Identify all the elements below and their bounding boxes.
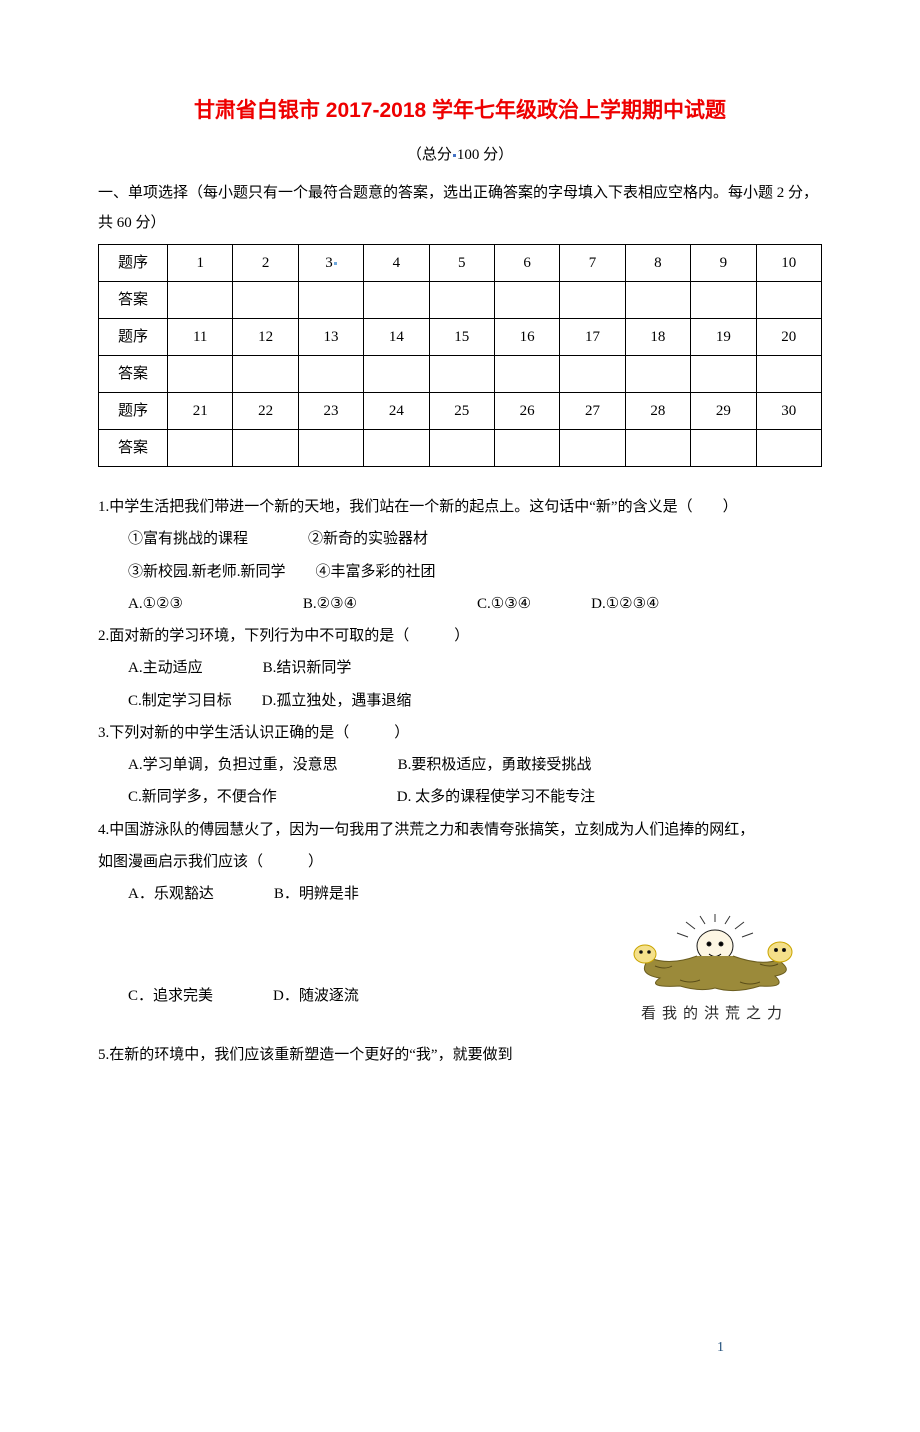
q1-options: A.①②③ B.②③④ C.①③④ D.①②③④: [98, 588, 822, 620]
qnum-cell: 9: [691, 245, 756, 282]
answer-cell[interactable]: [625, 430, 690, 467]
q1-sub2: ③新校园.新老师.新同学 ④丰富多彩的社团: [98, 556, 822, 588]
answer-cell[interactable]: [233, 430, 298, 467]
answer-table: 题序 1 2 3 4 5 6 7 8 9 10 答案 题序 11 12 13 1…: [98, 244, 822, 467]
q5-stem: 5.在新的环境中，我们应该重新塑造一个更好的“我”，就要做到: [98, 1039, 822, 1071]
q2-line2: C.制定学习目标 D.孤立独处，遇事退缩: [98, 685, 822, 717]
answer-cell[interactable]: [560, 282, 625, 319]
answer-cell[interactable]: [168, 282, 233, 319]
qnum-cell: 7: [560, 245, 625, 282]
answer-cell[interactable]: [429, 282, 494, 319]
qnum-cell: 11: [168, 319, 233, 356]
q3-line1: A.学习单调，负担过重，没意思 B.要积极适应，勇敢接受挑战: [98, 749, 822, 781]
cartoon-caption: 看我的洪荒之力: [607, 998, 822, 1030]
qnum-cell: 29: [691, 393, 756, 430]
qnum-cell: 14: [364, 319, 429, 356]
answer-cell[interactable]: [756, 356, 821, 393]
question-4: 4.中国游泳队的傅园慧火了，因为一句我用了洪荒之力和表情夸张搞笑，立刻成为人们追…: [98, 814, 822, 1039]
answer-cell[interactable]: [756, 430, 821, 467]
row-label-a: 答案: [99, 430, 168, 467]
q2-line1: A.主动适应 B.结识新同学: [98, 652, 822, 684]
answer-cell[interactable]: [560, 356, 625, 393]
answer-cell[interactable]: [298, 430, 363, 467]
answer-cell[interactable]: [560, 430, 625, 467]
answer-cell[interactable]: [364, 356, 429, 393]
q4-stem1: 4.中国游泳队的傅园慧火了，因为一句我用了洪荒之力和表情夸张搞笑，立刻成为人们追…: [98, 814, 822, 846]
answer-cell[interactable]: [429, 356, 494, 393]
score-value: 100 分）: [457, 147, 513, 163]
question-1: 1.中学生活把我们带进一个新的天地，我们站在一个新的起点上。这句话中“新”的含义…: [98, 491, 822, 620]
answer-cell[interactable]: [298, 282, 363, 319]
qnum-cell: 1: [168, 245, 233, 282]
q1-stem: 1.中学生活把我们带进一个新的天地，我们站在一个新的起点上。这句话中“新”的含义…: [98, 491, 822, 523]
answer-cell[interactable]: [494, 282, 559, 319]
answer-cell[interactable]: [298, 356, 363, 393]
row-label-a: 答案: [99, 356, 168, 393]
cartoon-icon: [610, 914, 820, 994]
q1-sub1: ①富有挑战的课程 ②新奇的实验器材: [98, 523, 822, 555]
answer-cell[interactable]: [494, 430, 559, 467]
answer-cell[interactable]: [233, 282, 298, 319]
row-label-a: 答案: [99, 282, 168, 319]
dot-icon: [334, 262, 337, 265]
q4-stem2: 如图漫画启示我们应该（ ）: [98, 846, 822, 878]
qnum-cell: 5: [429, 245, 494, 282]
row-label-q: 题序: [99, 245, 168, 282]
qnum-cell: 24: [364, 393, 429, 430]
qnum-cell: 23: [298, 393, 363, 430]
answer-cell[interactable]: [756, 282, 821, 319]
qnum-cell: 20: [756, 319, 821, 356]
qnum-cell: 27: [560, 393, 625, 430]
qnum-cell: 16: [494, 319, 559, 356]
score-prefix: （总分: [407, 147, 452, 163]
question-5: 5.在新的环境中，我们应该重新塑造一个更好的“我”，就要做到: [98, 1039, 822, 1071]
qnum-cell: 18: [625, 319, 690, 356]
q4-line1: A．乐观豁达 B．明辨是非: [98, 878, 822, 910]
section-instruction: 一、单项选择（每小题只有一个最符合题意的答案，选出正确答案的字母填入下表相应空格…: [98, 178, 822, 238]
answer-cell[interactable]: [168, 430, 233, 467]
answer-cell[interactable]: [429, 430, 494, 467]
qnum-cell: 26: [494, 393, 559, 430]
qnum-cell: 25: [429, 393, 494, 430]
row-label-q: 题序: [99, 393, 168, 430]
qnum-cell: 28: [625, 393, 690, 430]
answer-cell[interactable]: [364, 282, 429, 319]
answer-cell[interactable]: [494, 356, 559, 393]
score-dot-icon: [453, 154, 456, 157]
answer-cell[interactable]: [691, 356, 756, 393]
answer-cell[interactable]: [168, 356, 233, 393]
row-label-q: 题序: [99, 319, 168, 356]
answer-cell[interactable]: [691, 282, 756, 319]
question-2: 2.面对新的学习环境，下列行为中不可取的是（ ） A.主动适应 B.结识新同学 …: [98, 620, 822, 717]
qnum-cell: 21: [168, 393, 233, 430]
answer-cell[interactable]: [625, 282, 690, 319]
qnum-cell: 22: [233, 393, 298, 430]
qnum-cell: 8: [625, 245, 690, 282]
qnum-cell: 12: [233, 319, 298, 356]
qnum-cell: 4: [364, 245, 429, 282]
answer-cell[interactable]: [233, 356, 298, 393]
exam-title: 甘肃省白银市 2017-2018 学年七年级政治上学期期中试题: [98, 90, 822, 132]
qnum-cell: 10: [756, 245, 821, 282]
cartoon-figure: 看我的洪荒之力: [607, 914, 822, 1030]
page-number: 1: [717, 1334, 724, 1362]
question-3: 3.下列对新的中学生活认识正确的是（ ） A.学习单调，负担过重，没意思 B.要…: [98, 717, 822, 814]
qnum-cell: 13: [298, 319, 363, 356]
q3-stem: 3.下列对新的中学生活认识正确的是（ ）: [98, 717, 822, 749]
answer-cell[interactable]: [364, 430, 429, 467]
qnum-cell: 6: [494, 245, 559, 282]
answer-cell[interactable]: [625, 356, 690, 393]
answer-cell[interactable]: [691, 430, 756, 467]
qnum-cell: 19: [691, 319, 756, 356]
qnum-cell: 15: [429, 319, 494, 356]
qnum-cell: 30: [756, 393, 821, 430]
qnum-cell: 2: [233, 245, 298, 282]
qnum-cell: 3: [298, 245, 363, 282]
q3-line2: C.新同学多，不便合作 D. 太多的课程使学习不能专注: [98, 781, 822, 813]
total-score: （总分 100 分）: [98, 140, 822, 170]
q2-stem: 2.面对新的学习环境，下列行为中不可取的是（ ）: [98, 620, 822, 652]
qnum-cell: 17: [560, 319, 625, 356]
